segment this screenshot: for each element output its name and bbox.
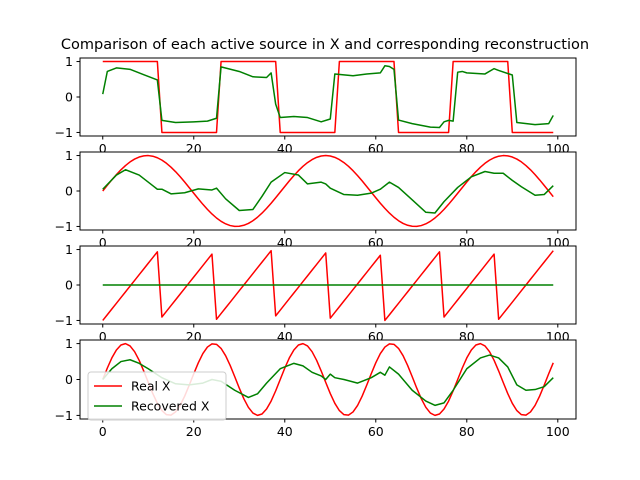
y-tick-label: 0 xyxy=(65,184,73,199)
legend-entry: Recovered X xyxy=(131,399,210,414)
axes-frame xyxy=(79,57,577,137)
series-line-recovered-x xyxy=(102,65,554,129)
y-tick-label: 1 xyxy=(65,148,73,163)
legend: Real X Recovered X xyxy=(87,371,227,421)
x-tick-label: 0 xyxy=(99,141,107,156)
y-tick-label: 0 xyxy=(65,372,73,387)
y-tick-label: 0 xyxy=(65,278,73,293)
legend-box xyxy=(87,371,227,421)
series-line-real-x xyxy=(102,60,554,134)
y-tick-label: −1 xyxy=(55,219,73,234)
y-tick-label: 1 xyxy=(65,242,73,257)
x-tick-label: 0 xyxy=(99,424,107,439)
x-tick-label: 40 xyxy=(277,424,293,439)
y-tick-label: −1 xyxy=(55,313,73,328)
x-tick-label: 100 xyxy=(546,424,570,439)
x-tick-label: 60 xyxy=(368,424,384,439)
series-line-recovered-x xyxy=(102,168,554,214)
y-tick-label: −1 xyxy=(55,125,73,140)
y-tick-label: 0 xyxy=(65,90,73,105)
y-tick-label: −1 xyxy=(55,408,73,423)
chart-title: Comparison of each active source in X an… xyxy=(61,37,589,53)
x-tick-label: 80 xyxy=(459,424,475,439)
subplot-2: 0 20 40 60 80 100−101 xyxy=(55,148,577,250)
subplot-1: 0 20 40 60 80 100−101 xyxy=(55,54,577,156)
series-line-real-x xyxy=(102,154,554,228)
x-tick-label: 20 xyxy=(186,424,202,439)
y-tick-label: 1 xyxy=(65,54,73,69)
x-tick-label: 0 xyxy=(99,235,107,250)
y-tick-label: 1 xyxy=(65,336,73,351)
axes-frame xyxy=(79,151,577,231)
legend-entry: Real X xyxy=(131,379,171,394)
x-tick-label: 0 xyxy=(99,329,107,344)
